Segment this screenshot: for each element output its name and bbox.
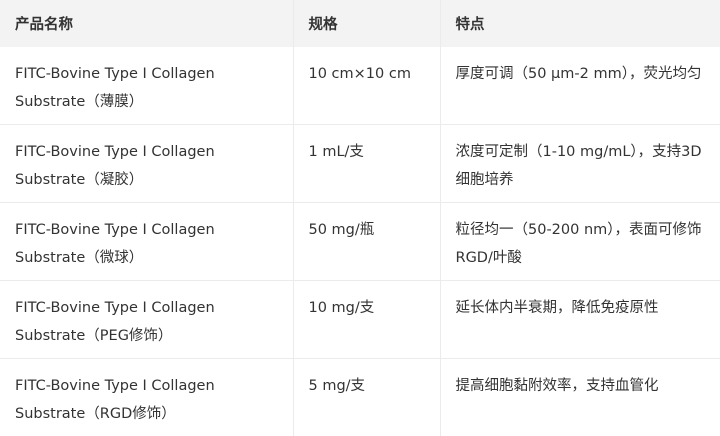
- cell-product-name: FITC-Bovine Type I Collagen Substrate（薄膜…: [0, 47, 293, 125]
- cell-features: 厚度可调（50 μm-2 mm），荧光均匀: [440, 47, 720, 125]
- cell-product-name: FITC-Bovine Type I Collagen Substrate（微球…: [0, 203, 293, 281]
- table-row: FITC-Bovine Type I Collagen Substrate（RG…: [0, 359, 720, 436]
- cell-spec: 10 mg/支: [293, 281, 440, 359]
- header-row: 产品名称 规格 特点: [0, 0, 720, 47]
- table-row: FITC-Bovine Type I Collagen Substrate（薄膜…: [0, 47, 720, 125]
- table-row: FITC-Bovine Type I Collagen Substrate（微球…: [0, 203, 720, 281]
- cell-spec: 10 cm×10 cm: [293, 47, 440, 125]
- table-row: FITC-Bovine Type I Collagen Substrate（凝胶…: [0, 125, 720, 203]
- header-features: 特点: [440, 0, 720, 47]
- header-spec: 规格: [293, 0, 440, 47]
- header-product-name: 产品名称: [0, 0, 293, 47]
- cell-features: 提高细胞黏附效率，支持血管化: [440, 359, 720, 436]
- cell-features: 延长体内半衰期，降低免疫原性: [440, 281, 720, 359]
- cell-product-name: FITC-Bovine Type I Collagen Substrate（凝胶…: [0, 125, 293, 203]
- table-row: FITC-Bovine Type I Collagen Substrate（PE…: [0, 281, 720, 359]
- cell-features: 粒径均一（50-200 nm），表面可修饰RGD/叶酸: [440, 203, 720, 281]
- cell-features: 浓度可定制（1-10 mg/mL），支持3D细胞培养: [440, 125, 720, 203]
- cell-spec: 50 mg/瓶: [293, 203, 440, 281]
- cell-spec: 1 mL/支: [293, 125, 440, 203]
- cell-spec: 5 mg/支: [293, 359, 440, 436]
- cell-product-name: FITC-Bovine Type I Collagen Substrate（RG…: [0, 359, 293, 436]
- cell-product-name: FITC-Bovine Type I Collagen Substrate（PE…: [0, 281, 293, 359]
